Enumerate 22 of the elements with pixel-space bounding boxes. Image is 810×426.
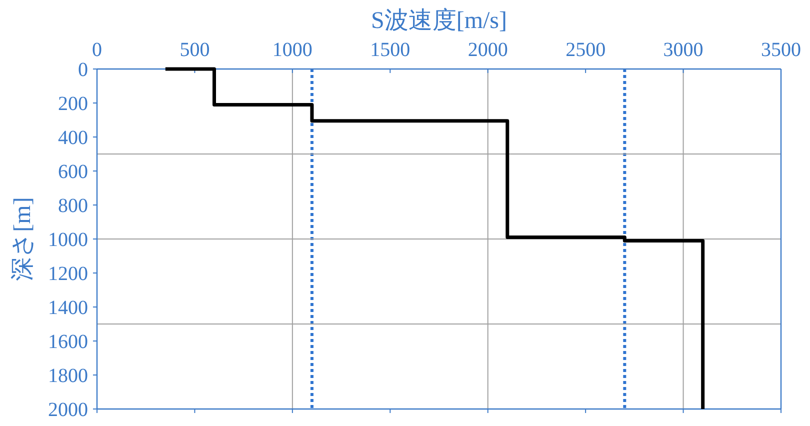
x-tick-label: 2000 xyxy=(468,39,508,61)
x-tick-label: 1500 xyxy=(370,39,410,61)
y-tick-label: 1000 xyxy=(48,229,88,251)
y-tick-label: 2000 xyxy=(48,399,88,421)
line-series xyxy=(164,67,705,411)
y-tick-label: 0 xyxy=(78,59,88,81)
y-axis-title: 深さ[m] xyxy=(10,197,36,281)
x-tick-label: 500 xyxy=(180,39,210,61)
y-tick-label: 1800 xyxy=(48,365,88,387)
y-tick-label: 200 xyxy=(58,93,88,115)
x-tick-label: 0 xyxy=(92,39,102,61)
x-axis-title: S波速度[m/s] xyxy=(370,7,508,34)
y-tick-label: 1600 xyxy=(48,331,88,353)
x-tick-label: 3500 xyxy=(761,39,801,61)
y-tick-label: 800 xyxy=(58,195,88,217)
y-tick-label: 400 xyxy=(58,127,88,149)
x-tick-label: 2500 xyxy=(566,39,606,61)
y-tick-label: 1200 xyxy=(48,263,88,285)
y-tick-label: 600 xyxy=(58,161,88,183)
x-tick-label: 3000 xyxy=(663,39,704,61)
y-tick-label: 1400 xyxy=(48,297,88,319)
x-tick-label: 1000 xyxy=(272,39,312,61)
